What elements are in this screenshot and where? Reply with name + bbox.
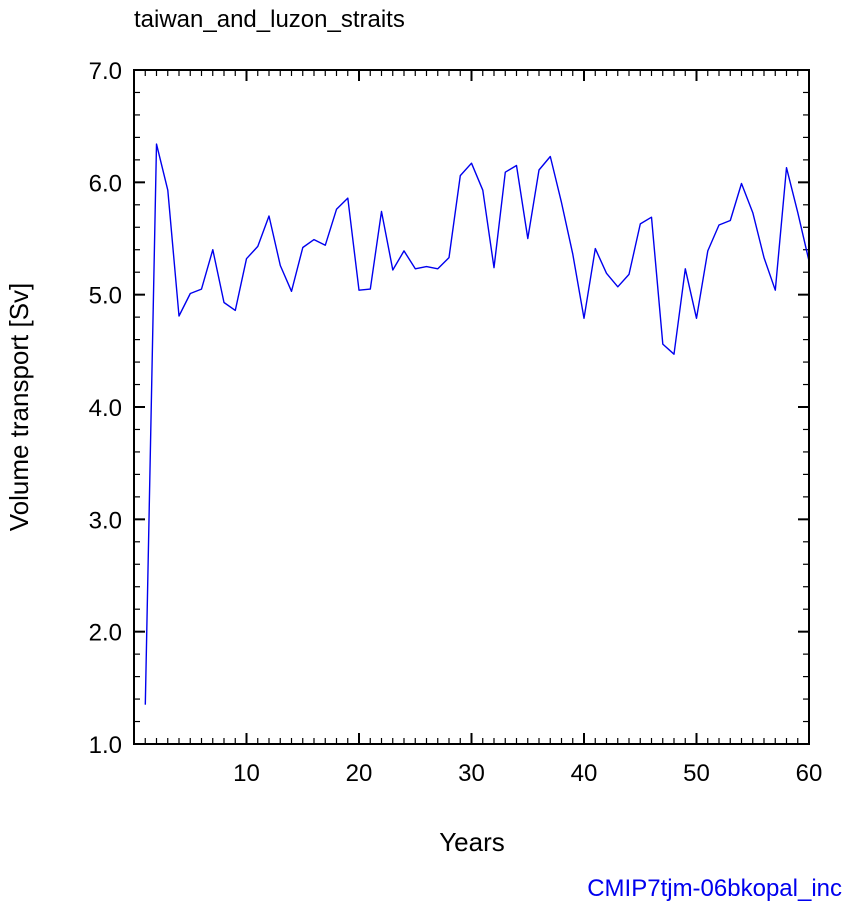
y-tick-label: 1.0: [89, 732, 122, 759]
y-axis-label: Volume transport [Sv]: [4, 283, 34, 532]
x-tick-label: 60: [796, 760, 823, 787]
y-tick-label: 7.0: [89, 58, 122, 85]
tick-labels: 10 20 30 40 50 60 1.0 2.0 3.0 4.0 5.0 6.0 7.0: [89, 58, 823, 787]
y-tick-label: 3.0: [89, 507, 122, 534]
x-tick-label: 20: [346, 760, 373, 787]
x-tick-label: 30: [458, 760, 485, 787]
y-tick-label: 2.0: [89, 620, 122, 647]
series-line: [144, 143, 810, 705]
x-tick-label: 10: [233, 760, 260, 787]
major-ticks: [134, 69, 810, 745]
y-tick-label: 5.0: [89, 283, 122, 310]
x-tick-label: 50: [683, 760, 710, 787]
y-tick-label: 4.0: [89, 395, 122, 422]
x-axis-label: Years: [439, 827, 505, 857]
plot-frame: [133, 69, 810, 745]
y-tick-label: 6.0: [89, 170, 122, 197]
chart-title: taiwan_and_luzon_straits: [134, 6, 405, 33]
x-tick-label: 40: [571, 760, 598, 787]
footer-label: CMIP7tjm-06bkopal_inc: [587, 875, 842, 902]
minor-ticks: [134, 70, 809, 744]
